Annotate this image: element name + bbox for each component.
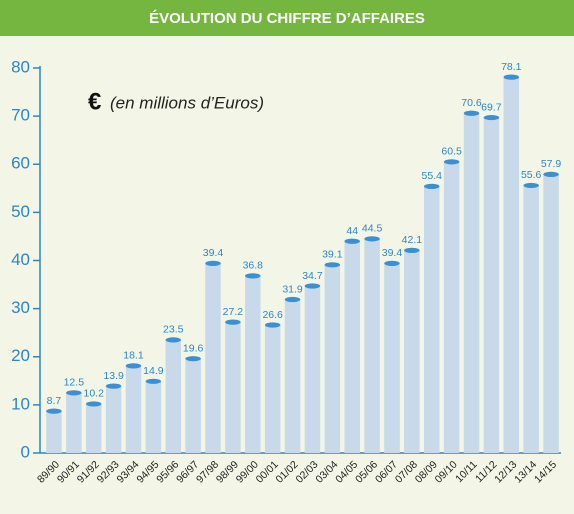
- value-label: 34.7: [302, 270, 323, 282]
- y-tick-label: 20: [11, 346, 30, 365]
- value-label: 39.4: [382, 247, 403, 259]
- bar-cap: [523, 182, 539, 189]
- x-tick-label: 10/11: [453, 458, 480, 485]
- value-label: 44.5: [362, 223, 383, 235]
- value-label: 57.9: [541, 158, 562, 170]
- bar: [523, 185, 539, 454]
- bar: [66, 392, 82, 453]
- bar-cap: [125, 363, 142, 369]
- bar: [324, 264, 341, 453]
- bar-cap: [66, 390, 82, 396]
- bar-cap: [205, 260, 221, 266]
- bar: [304, 286, 321, 453]
- value-label: 12.5: [64, 377, 85, 389]
- bar-cap: [483, 114, 500, 121]
- header-bar: [0, 0, 574, 36]
- y-tick-label: 40: [11, 250, 30, 269]
- value-label: 36.8: [243, 260, 264, 272]
- bar-cap: [423, 183, 440, 189]
- value-label: 23.5: [163, 324, 184, 336]
- bar-cap: [324, 262, 341, 268]
- value-label: 42.1: [402, 234, 423, 246]
- bar: [225, 322, 241, 453]
- bar-cap: [364, 236, 380, 242]
- bar-cap: [344, 238, 360, 244]
- bar: [165, 339, 182, 453]
- value-label: 39.4: [203, 247, 224, 259]
- value-label: 27.2: [223, 306, 244, 318]
- value-label: 26.6: [262, 309, 283, 321]
- bar-cap: [105, 383, 122, 389]
- bar-cap: [503, 74, 520, 80]
- bar: [85, 403, 102, 453]
- bar: [384, 263, 400, 453]
- bar: [105, 386, 122, 453]
- value-label: 60.5: [441, 146, 462, 158]
- bar: [245, 275, 261, 453]
- y-tick-label: 50: [11, 202, 30, 221]
- bar: [423, 186, 440, 453]
- bar-cap: [165, 337, 182, 343]
- bar: [543, 174, 559, 453]
- bar: [264, 324, 281, 453]
- value-label: 10.2: [83, 388, 104, 400]
- bar: [125, 365, 142, 453]
- bar: [284, 299, 301, 453]
- bar: [483, 117, 500, 453]
- bar: [364, 238, 380, 453]
- value-label: 78.1: [501, 61, 522, 73]
- y-tick-label: 10: [11, 394, 30, 413]
- value-label: 18.1: [123, 350, 144, 362]
- bar: [463, 113, 480, 454]
- value-label: 31.9: [282, 283, 303, 295]
- bar-cap: [264, 322, 281, 328]
- value-label: 14.9: [143, 365, 164, 377]
- bar-cap: [85, 401, 102, 407]
- bar: [443, 161, 460, 453]
- value-label: 39.1: [322, 249, 343, 261]
- bar-cap: [225, 319, 241, 325]
- bar-cap: [185, 356, 201, 362]
- y-tick-label: 30: [11, 298, 30, 317]
- value-label: 19.6: [183, 342, 204, 354]
- bar-cap: [245, 273, 261, 279]
- value-label: 55.6: [521, 169, 542, 181]
- y-tick-label: 80: [11, 57, 30, 76]
- bar-cap: [404, 247, 420, 253]
- value-label: 8.7: [47, 395, 62, 407]
- bar-cap: [463, 110, 480, 116]
- annotation-symbol: €: [88, 88, 101, 115]
- bar: [46, 411, 62, 453]
- value-label: 13.9: [103, 370, 124, 382]
- chart-title: ÉVOLUTION DU CHIFFRE D’AFFAIRES: [149, 10, 425, 27]
- bar-cap: [284, 296, 301, 303]
- bar-cap: [46, 408, 62, 414]
- annotation: (en millions d’Euros): [110, 93, 264, 112]
- bar: [205, 263, 221, 453]
- bar: [145, 381, 162, 453]
- y-tick-label: 60: [11, 154, 30, 173]
- bar: [344, 241, 360, 453]
- bar: [185, 358, 201, 453]
- bar: [503, 77, 520, 454]
- x-tick-label: 09/10: [433, 458, 460, 485]
- y-tick-label: 70: [11, 106, 30, 125]
- value-label: 55.4: [422, 170, 443, 182]
- value-label: 70.6: [461, 97, 482, 109]
- bar: [404, 250, 420, 453]
- y-tick-label: 0: [21, 442, 30, 461]
- bar-cap: [384, 260, 400, 266]
- bar-cap: [145, 378, 162, 384]
- bar-cap: [443, 159, 460, 165]
- value-label: 69.7: [481, 101, 502, 113]
- bar-cap: [543, 171, 559, 177]
- x-tick-label: 14/15: [532, 458, 559, 485]
- bar-cap: [304, 283, 321, 289]
- value-label: 44: [346, 225, 358, 237]
